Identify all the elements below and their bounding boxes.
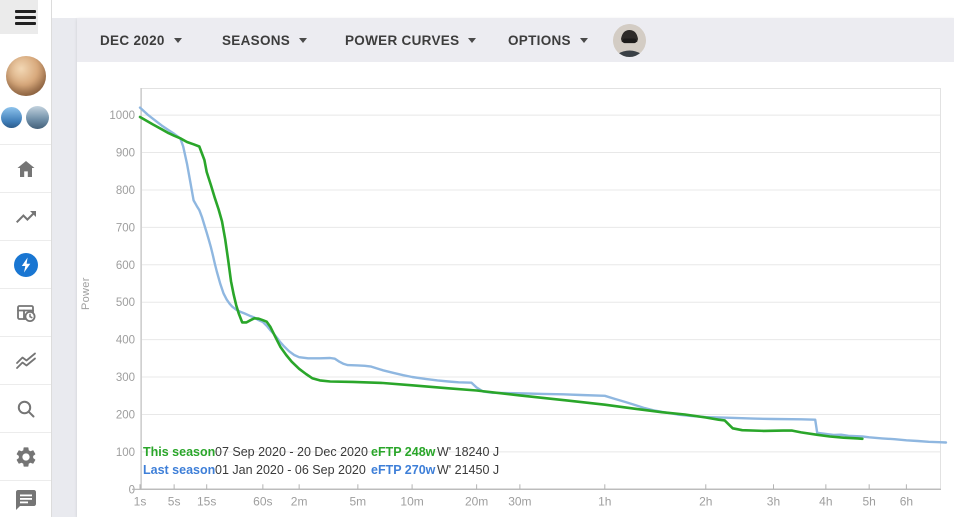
hamburger-menu-button[interactable] [0,0,38,34]
x-tick-label: 2m [291,494,308,508]
chart-toolbar: DEC 2020 SEASONS POWER CURVES OPTIONS [77,18,954,62]
legend-row-this-season: This season 07 Sep 2020 - 20 Dec 2020 eF… [143,445,499,463]
gear-icon [16,447,35,467]
x-tick-label: 3h [767,494,780,508]
y-tick-label: 400 [116,335,135,347]
seasons-dropdown-label: SEASONS [222,32,291,48]
sidebar-item-fitness-trend[interactable] [0,192,51,241]
chart-legend: This season 07 Sep 2020 - 20 Dec 2020 eF… [143,445,499,480]
y-axis-title: Power [80,277,92,310]
x-tick-label: 20m [465,494,488,508]
options-dropdown[interactable]: OPTIONS [508,18,588,62]
seasons-dropdown[interactable]: SEASONS [222,18,308,62]
options-dropdown-label: OPTIONS [508,32,571,48]
chevron-down-icon [468,37,477,43]
table-clock-icon [16,305,35,322]
sidebar-item-home[interactable] [0,144,51,193]
flash-bolt-icon [13,253,38,277]
y-tick-label: 0 [129,484,135,496]
y-tick-label: 1000 [109,110,135,122]
y-tick-label: 100 [116,447,135,459]
legend-wprime-last-season: W' 21450 J [437,462,500,477]
period-dropdown[interactable]: DEC 2020 [100,18,182,62]
x-tick-label: 10m [400,494,423,508]
sidebar-item-search[interactable] [0,384,51,433]
legend-eftp-this-season: eFTP 248w [371,445,436,459]
sidebar-item-compare-charts[interactable] [0,336,51,385]
period-dropdown-label: DEC 2020 [100,32,165,48]
legend-wprime-this-season: W' 18240 J [437,445,500,459]
legend-label-last-season: Last season [143,462,216,477]
legend-dates-this-season: 07 Sep 2020 - 20 Dec 2020 [215,445,368,459]
y-tick-label: 800 [116,185,135,197]
home-icon [17,161,34,177]
chevron-down-icon [173,37,182,43]
legend-label-this-season: This season [143,445,216,459]
athlete-avatar-main[interactable] [6,56,46,96]
y-tick-label: 200 [116,409,135,421]
plot-border [141,88,941,490]
search-icon [17,400,34,418]
series-line-this-season[interactable] [138,115,864,441]
athlete-avatar-secondary-1[interactable] [1,107,22,128]
y-tick-label: 600 [116,260,135,272]
x-tick-label: 5h [862,494,875,508]
trending-up-icon [15,211,36,223]
y-tick-label: 700 [116,222,135,234]
y-tick-label: 900 [116,148,135,160]
chevron-down-icon [579,37,588,43]
x-tick-label: 4h [819,494,832,508]
chevron-down-icon [299,37,308,43]
sidebar-item-power-curves-active[interactable] [0,240,51,289]
y-tick-label: 500 [116,297,135,309]
power-curves-dropdown[interactable]: POWER CURVES [345,18,477,62]
multi-lines-chart-icon [15,352,36,369]
x-tick-label: 30m [508,494,531,508]
x-tick-label: 1h [598,494,611,508]
legend-dates-last-season: 01 Jan 2020 - 06 Sep 2020 [215,462,366,477]
x-tick-label: 5s [168,494,181,508]
user-avatar-photo [613,24,646,57]
x-tick-label: 6h [900,494,913,508]
sidebar [0,0,52,517]
x-tick-label: 2h [699,494,712,508]
x-tick-label: 5m [350,494,367,508]
x-tick-label: 1s [134,494,147,508]
sidebar-item-settings[interactable] [0,432,51,481]
sidebar-item-feedback[interactable] [0,480,51,517]
x-tick-label: 60s [253,494,272,508]
x-tick-label: 15s [197,494,216,508]
athlete-avatar-secondary-2[interactable] [26,106,49,129]
legend-row-last-season: Last season 01 Jan 2020 - 06 Sep 2020 eF… [143,463,499,481]
legend-eftp-last-season: eFTP 270w [371,462,436,477]
feedback-chat-icon [15,489,36,510]
sidebar-item-year-progress[interactable] [0,288,51,337]
series-line-last-season[interactable] [138,106,948,444]
user-avatar[interactable] [613,24,646,57]
page-background-gap [52,18,77,517]
y-tick-label: 300 [116,372,135,384]
power-curves-dropdown-label: POWER CURVES [345,32,460,48]
